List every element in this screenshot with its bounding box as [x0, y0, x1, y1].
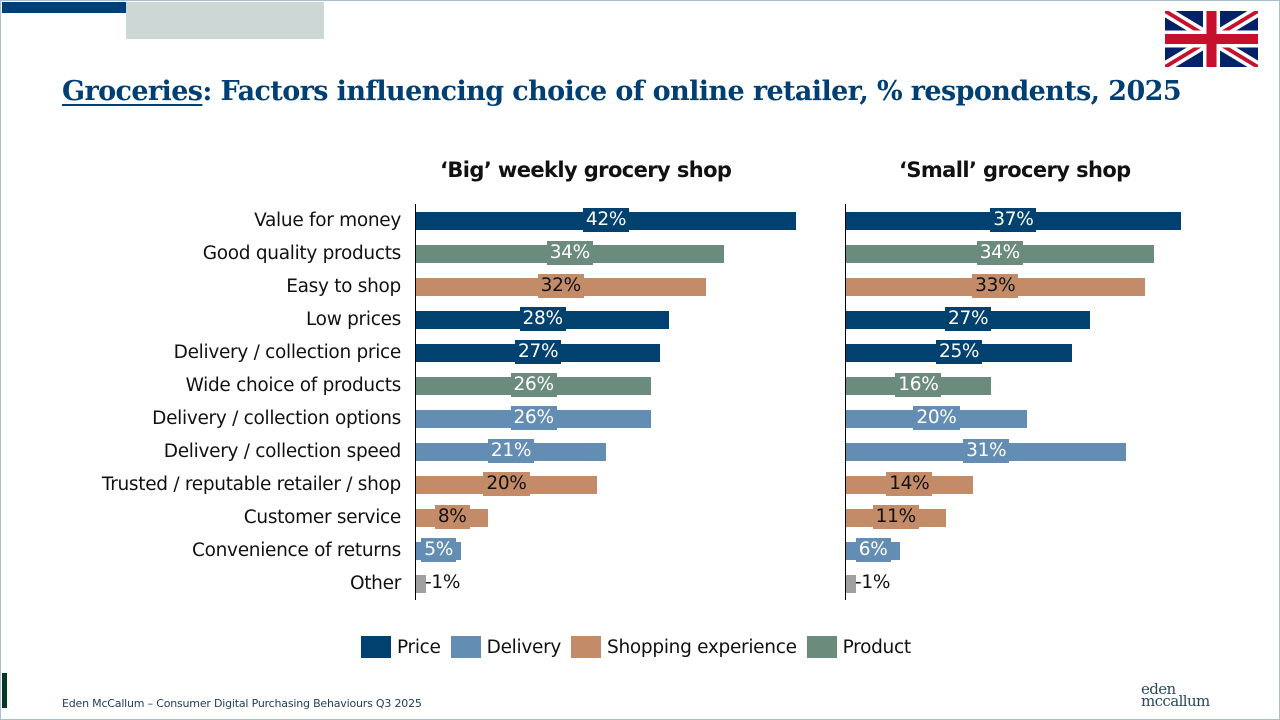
data-label: 8% — [434, 505, 470, 529]
legend-label: Price — [397, 636, 441, 658]
category-label: Other — [349, 573, 401, 594]
category-label: Value for money — [254, 210, 401, 231]
uk-flag-icon — [1165, 11, 1258, 67]
legend-swatch — [806, 636, 837, 658]
top-accent-block — [126, 2, 324, 39]
category-label: Delivery / collection options — [152, 408, 401, 429]
legend-item: Price — [361, 636, 441, 658]
page-title: Groceries: Factors influencing choice of… — [62, 76, 1182, 107]
title-topic: Groceries — [62, 76, 203, 107]
data-label: 34% — [976, 241, 1023, 265]
chart-legend: Price Delivery Shopping experience Product — [361, 636, 921, 658]
data-label: 20% — [913, 406, 960, 430]
axis-line-small-shop — [845, 204, 846, 600]
data-label: -1% — [855, 572, 891, 593]
legend-item: Delivery — [450, 636, 562, 658]
legend-swatch — [571, 636, 602, 658]
data-label: 27% — [945, 307, 992, 331]
data-label: 42% — [582, 208, 630, 232]
data-label: 25% — [935, 340, 983, 364]
category-label: Delivery / collection price — [173, 342, 402, 363]
data-label: 26% — [510, 373, 557, 397]
data-label: 31% — [963, 439, 1010, 463]
data-label: 37% — [990, 208, 1037, 232]
legend-swatch — [450, 636, 481, 658]
category-label: Customer service — [243, 507, 402, 528]
legend-label: Shopping experience — [607, 636, 797, 658]
data-label: 26% — [510, 406, 557, 430]
category-label: Wide choice of products — [185, 375, 402, 396]
data-label: 14% — [886, 472, 933, 496]
category-label: Low prices — [306, 309, 401, 330]
category-label: Good quality products — [202, 243, 402, 264]
axis-line-big-shop — [415, 204, 416, 600]
data-label: 5% — [421, 538, 456, 562]
footer-source: Eden McCallum – Consumer Digital Purchas… — [62, 697, 422, 710]
data-label: 11% — [872, 505, 919, 529]
data-label: 27% — [515, 340, 562, 364]
data-label: 32% — [537, 274, 584, 298]
category-label: Trusted / reputable retailer / shop — [101, 474, 401, 495]
legend-label: Product — [842, 636, 911, 658]
top-accent-bar — [2, 2, 236, 13]
title-text: : Factors influencing choice of online r… — [202, 76, 1182, 107]
category-label: Easy to shop — [286, 276, 401, 297]
legend-label: Delivery — [486, 636, 562, 658]
data-label: 16% — [895, 373, 942, 397]
legend-item: Shopping experience — [571, 636, 797, 658]
data-label: 21% — [487, 439, 535, 463]
legend-swatch — [361, 636, 391, 658]
logo-line-2: mccallum — [1141, 692, 1210, 710]
category-label: Delivery / collection speed — [163, 441, 402, 462]
category-label: Convenience of returns — [191, 540, 401, 561]
data-label: 6% — [855, 538, 891, 562]
bar — [416, 575, 426, 593]
data-label: 33% — [972, 274, 1019, 298]
data-label: -1% — [425, 572, 461, 593]
company-logo: eden mccallum — [1141, 680, 1210, 710]
logo-line-1: eden — [1141, 680, 1176, 698]
data-label: 20% — [483, 472, 530, 496]
panel-title-small-shop: ‘Small’ grocery shop — [899, 158, 1131, 182]
data-label: 28% — [519, 307, 566, 331]
bottom-left-accent — [2, 673, 7, 708]
bar — [846, 575, 856, 593]
data-label: 34% — [546, 241, 593, 265]
legend-item: Product — [806, 636, 911, 658]
panel-title-big-shop: ‘Big’ weekly grocery shop — [440, 158, 732, 182]
